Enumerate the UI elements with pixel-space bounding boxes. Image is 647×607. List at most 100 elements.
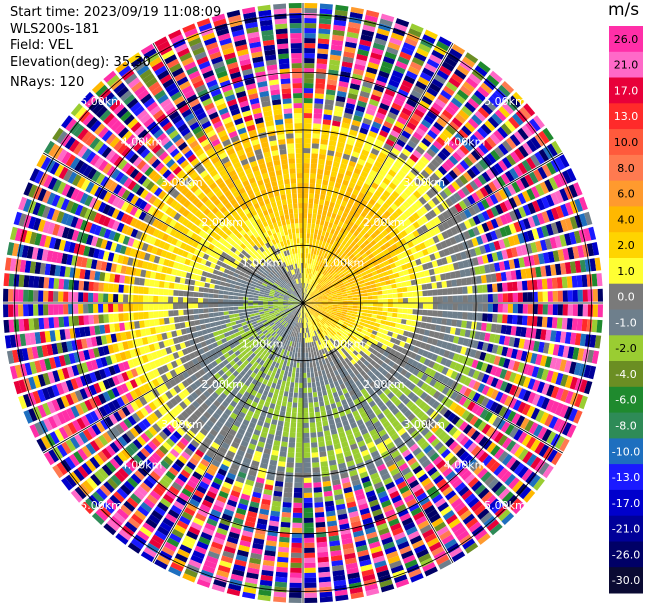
velocity-gate (405, 526, 418, 536)
velocity-gate (400, 281, 407, 287)
velocity-gate (311, 307, 317, 310)
velocity-gate (306, 296, 312, 300)
velocity-gate (323, 330, 328, 336)
velocity-gate (507, 410, 517, 422)
velocity-gate (348, 160, 357, 168)
velocity-gate (486, 375, 494, 386)
velocity-gate (513, 429, 524, 441)
velocity-gate (371, 194, 379, 202)
velocity-gate (370, 257, 377, 263)
velocity-gate (555, 263, 562, 276)
velocity-gate (347, 305, 353, 308)
velocity-gate (368, 98, 380, 107)
velocity-gate (312, 287, 317, 292)
velocity-gate (367, 494, 378, 503)
velocity-gate (536, 381, 546, 394)
velocity-gate (369, 428, 378, 437)
velocity-gate (433, 267, 440, 275)
velocity-gate (538, 444, 550, 458)
velocity-gate (493, 431, 504, 444)
velocity-gate (356, 273, 363, 279)
velocity-gate (349, 283, 356, 288)
velocity-gate (387, 269, 394, 275)
velocity-gate (304, 527, 314, 533)
velocity-gate (512, 281, 518, 291)
velocity-gate (515, 245, 523, 257)
velocity-gate (490, 365, 498, 376)
velocity-gate (377, 366, 385, 373)
velocity-gate (400, 165, 410, 175)
velocity-gate (314, 254, 319, 261)
velocity-gate (334, 396, 341, 403)
velocity-gate (427, 310, 433, 316)
velocity-gate (437, 445, 448, 455)
velocity-gate (441, 281, 448, 288)
velocity-gate (352, 303, 358, 306)
velocity-gate (394, 260, 401, 267)
velocity-gate (335, 288, 341, 292)
velocity-gate (355, 347, 362, 353)
velocity-gate (335, 314, 341, 318)
velocity-gate (338, 319, 344, 324)
velocity-gate (507, 236, 516, 247)
velocity-gate (462, 197, 472, 208)
velocity-gate (330, 343, 336, 349)
velocity-gate (457, 287, 463, 295)
velocity-gate (321, 294, 327, 297)
velocity-gate (285, 477, 293, 483)
velocity-gate (437, 310, 443, 317)
velocity-gate (501, 81, 515, 94)
velocity-gate (553, 418, 563, 432)
velocity-gate (324, 200, 330, 207)
velocity-gate (391, 243, 398, 251)
velocity-gate (486, 152, 497, 164)
velocity-gate (306, 306, 311, 310)
velocity-gate (451, 415, 461, 425)
velocity-gate (428, 228, 437, 237)
velocity-gate (365, 214, 372, 222)
velocity-gate (372, 555, 386, 564)
velocity-gate (293, 342, 297, 348)
velocity-gate (333, 380, 340, 387)
velocity-gate (413, 511, 425, 521)
velocity-gate (318, 250, 323, 257)
velocity-gate (379, 579, 393, 588)
velocity-gate (308, 311, 312, 316)
velocity-gate (392, 379, 400, 387)
velocity-gate (409, 193, 418, 203)
velocity-gate (477, 127, 488, 139)
velocity-gate (322, 225, 328, 232)
velocity-gate (533, 254, 540, 266)
velocity-gate (314, 103, 323, 109)
velocity-gate (433, 251, 441, 260)
velocity-gate (480, 322, 487, 332)
velocity-gate (337, 231, 343, 238)
velocity-gate (304, 547, 315, 553)
velocity-gate (434, 441, 444, 451)
velocity-gate (487, 294, 493, 303)
velocity-gate (436, 69, 449, 81)
velocity-gate (282, 507, 292, 513)
velocity-gate (569, 376, 578, 390)
velocity-gate (583, 364, 592, 378)
velocity-gate (441, 231, 449, 240)
velocity-gate (294, 382, 299, 388)
velocity-gate (362, 353, 369, 360)
velocity-gate (411, 285, 418, 291)
velocity-gate (416, 410, 426, 420)
velocity-gate (403, 188, 413, 197)
velocity-gate (391, 420, 400, 428)
velocity-gate (329, 325, 334, 330)
velocity-gate (535, 354, 543, 366)
velocity-gate (429, 378, 437, 387)
velocity-gate (359, 249, 365, 256)
velocity-gate (556, 277, 563, 289)
velocity-gate (344, 207, 351, 214)
velocity-gate (363, 195, 371, 202)
velocity-gate (474, 433, 485, 444)
velocity-gate (490, 149, 501, 161)
velocity-gate (351, 265, 358, 271)
velocity-gate (485, 168, 496, 180)
velocity-gate (466, 239, 474, 249)
velocity-gate (431, 317, 438, 324)
